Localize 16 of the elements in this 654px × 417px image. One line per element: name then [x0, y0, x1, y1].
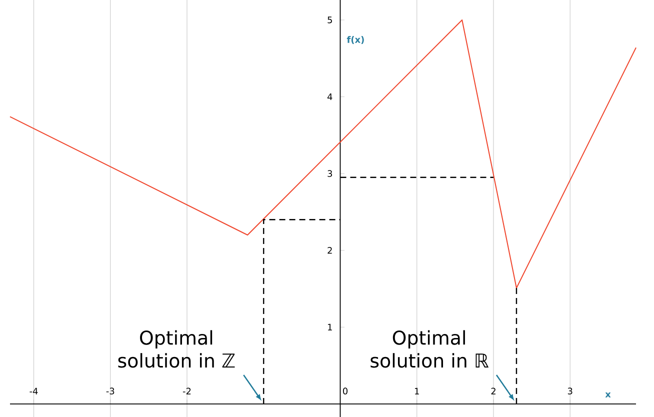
y-tick-label: 4	[327, 94, 332, 100]
annotation: Optimal solution in ℝ	[370, 330, 489, 368]
x-tick-label: 0	[342, 388, 348, 394]
y-tick-label: 3	[328, 170, 332, 177]
annotation: Optimal solution in ℤ	[118, 330, 235, 368]
x-tick-label: -4	[30, 388, 38, 394]
x-tick-label: 3	[568, 388, 572, 394]
x-tick-label: -2	[182, 388, 191, 394]
x-tick-label: 2	[491, 388, 496, 394]
x-tick-label: -3	[106, 388, 114, 394]
x-tick-label: 1	[414, 388, 419, 394]
x-axis-title: x	[605, 392, 611, 398]
y-tick-label: 2	[328, 247, 332, 254]
y-tick-label: 1	[328, 324, 332, 330]
y-axis-title: f(x)	[346, 36, 364, 44]
y-tick-label: 5	[328, 16, 332, 24]
